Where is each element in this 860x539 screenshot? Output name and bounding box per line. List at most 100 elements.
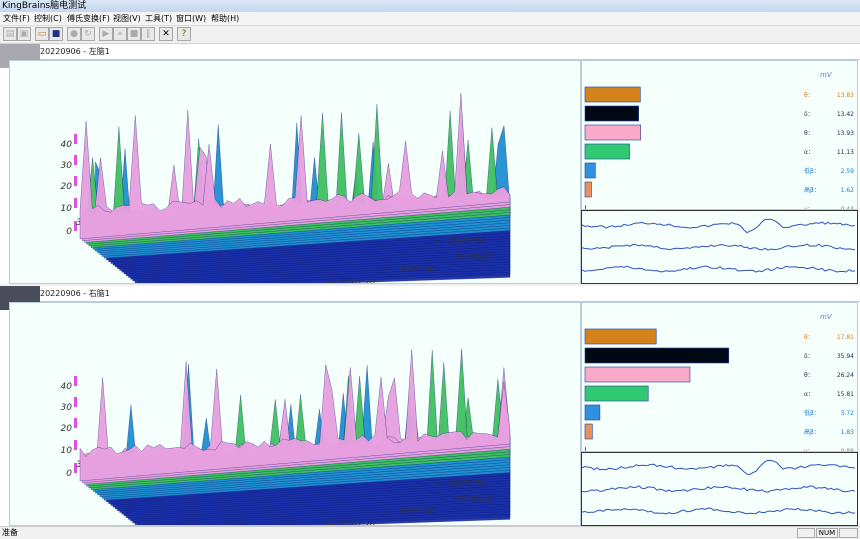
band-value: 3.72 xyxy=(841,410,855,417)
raw-wave-svg xyxy=(581,459,856,515)
eeg-trace xyxy=(581,485,856,493)
band-power-svg: mV θ： 17.81 δ： 35.94 θ： 26.24 α： 15.81 低β： 3.72 高β：… xyxy=(584,313,855,455)
stop-icon[interactable]: ■ xyxy=(127,27,141,41)
pause-icon[interactable]: ∥ xyxy=(141,27,155,41)
close-icon[interactable]: ✕ xyxy=(159,27,173,41)
eeg-panel-right: 20220906 - 右脑1 01020304037121828⟵ 00:00:… xyxy=(0,286,860,539)
band-value: 15.81 xyxy=(837,391,854,398)
y-tick-label: 10 xyxy=(61,204,73,214)
band-bar xyxy=(585,205,586,213)
band-label: γ： xyxy=(804,448,814,451)
status-cell xyxy=(839,528,858,538)
eeg-trace xyxy=(581,459,856,476)
menu-window[interactable]: 窗口(W) xyxy=(176,14,207,23)
folder-icon[interactable]: ▭ xyxy=(35,27,49,41)
band-label: α： xyxy=(804,391,814,398)
fast-forward-icon[interactable]: » xyxy=(113,27,127,41)
band-bar xyxy=(584,124,642,141)
eeg-trace xyxy=(581,218,856,234)
scale-bar xyxy=(74,155,77,165)
raw-wave-svg xyxy=(581,218,856,273)
band-power-svg: mV θ： 13.83 δ： 13.42 θ： 13.93 α： 11.13 低β： 2.59 高β：… xyxy=(584,71,855,213)
spectrum-3d-plot: 01020304037121828⟵ 00:00:20⟵ 00:00:40⟵ 0… xyxy=(9,302,581,539)
y-tick-label: 30 xyxy=(61,161,73,171)
band-bar xyxy=(584,143,630,160)
time-tick-label: ⟵ 00:00:20 xyxy=(435,237,485,246)
y-tick-label: 20 xyxy=(61,424,73,434)
menu-file[interactable]: 文件(F) xyxy=(3,14,30,23)
band-label: α： xyxy=(804,149,814,156)
y-tick-label: 0 xyxy=(66,227,72,237)
spectrum-3d-svg: 01020304037121828⟵ 00:00:20⟵ 00:00:40⟵ 0… xyxy=(61,92,564,307)
y-tick-label: 0 xyxy=(66,469,72,479)
band-value: 13.83 xyxy=(837,92,854,99)
time-tick-label: ⟵ 00:00:40 xyxy=(442,495,492,504)
panel-title: 20220906 - 右脑1 xyxy=(40,289,110,298)
band-bar xyxy=(584,404,601,421)
menu-control[interactable]: 控制(C) xyxy=(34,14,62,23)
open-icon[interactable]: ▤ xyxy=(3,27,17,41)
band-value: 1.83 xyxy=(841,429,855,436)
scale-bar xyxy=(74,376,77,386)
spectrum-ribbon xyxy=(79,92,511,240)
eeg-trace xyxy=(581,243,856,251)
help-icon[interactable]: ? xyxy=(177,27,191,41)
band-bar xyxy=(585,447,586,455)
band-label: δ： xyxy=(804,353,814,360)
band-power-panel: mV θ： 13.83 δ： 13.42 θ： 13.93 α： 11.13 低β： 2.59 高β：… xyxy=(581,60,858,213)
band-bar xyxy=(584,385,649,402)
band-value: 35.94 xyxy=(837,353,854,360)
band-label: θ： xyxy=(804,92,814,99)
scale-bar xyxy=(74,397,77,407)
scale-bar xyxy=(74,176,77,186)
status-text: 准备 xyxy=(2,528,18,537)
freq-tick-label: 3 xyxy=(76,460,82,470)
play-icon[interactable]: ▶ xyxy=(99,27,113,41)
scale-bar xyxy=(74,198,77,208)
time-tick-label: ⟵ 00:00:20 xyxy=(435,479,485,488)
record-icon[interactable]: ● xyxy=(67,27,81,41)
y-tick-label: 10 xyxy=(61,446,73,456)
band-value: 26.24 xyxy=(837,372,854,379)
band-bar xyxy=(584,366,691,383)
spectrum-3d-svg: 01020304037121828⟵ 00:00:20⟵ 00:00:40⟵ 0… xyxy=(61,348,564,539)
y-tick-label: 40 xyxy=(61,140,73,150)
menu-fourier[interactable]: 傅氏变换(F) xyxy=(67,14,110,23)
menu-view[interactable]: 视图(V) xyxy=(113,14,141,23)
menu-tools[interactable]: 工具(T) xyxy=(145,14,173,23)
window-title: KingBrains脑电测试 xyxy=(2,1,87,11)
band-value: 17.81 xyxy=(837,334,854,341)
band-value: 13.93 xyxy=(837,130,854,137)
menu-help[interactable]: 帮助(H) xyxy=(211,14,240,23)
band-label: 高β： xyxy=(804,186,820,194)
band-label: 低β： xyxy=(804,409,820,417)
y-tick-label: 30 xyxy=(61,403,73,413)
band-label: 低β： xyxy=(804,167,820,175)
scale-bar xyxy=(74,463,77,473)
band-bar xyxy=(584,86,641,103)
scale-bar xyxy=(74,134,77,144)
y-tick-label: 40 xyxy=(61,382,73,392)
spectrum-3d-plot: 01020304037121828⟵ 00:00:20⟵ 00:00:40⟵ 0… xyxy=(9,60,581,307)
raw-wave-panel xyxy=(581,210,858,284)
band-label: θ： xyxy=(804,372,814,379)
band-value: 0.44 xyxy=(841,206,855,209)
band-bar xyxy=(584,105,639,122)
band-bar xyxy=(584,423,593,440)
time-tick-label: ⟵ 00:00:40 xyxy=(442,253,492,262)
band-bar xyxy=(584,162,596,179)
title-bar: KingBrains脑电测试 xyxy=(0,0,860,12)
disk-icon[interactable]: ■ xyxy=(49,27,63,41)
band-value: 0.88 xyxy=(841,448,855,451)
save-icon[interactable]: ▣ xyxy=(17,27,31,41)
band-value: 1.62 xyxy=(841,187,855,194)
band-value: 13.42 xyxy=(837,111,854,118)
band-label: θ： xyxy=(804,130,814,137)
time-tick-label: ⟵ 00:01:00 xyxy=(385,507,435,516)
band-bar xyxy=(584,347,730,364)
refresh-icon[interactable]: ↻ xyxy=(81,27,95,41)
time-tick-label: ⟵ 00:01:00 xyxy=(385,265,435,274)
band-power-panel: mV θ： 17.81 δ： 35.94 θ： 26.24 α： 15.81 低β： 3.72 高β：… xyxy=(581,302,858,455)
panel-header: 20220906 - 右脑1 xyxy=(0,286,860,310)
band-label: δ： xyxy=(804,111,814,118)
